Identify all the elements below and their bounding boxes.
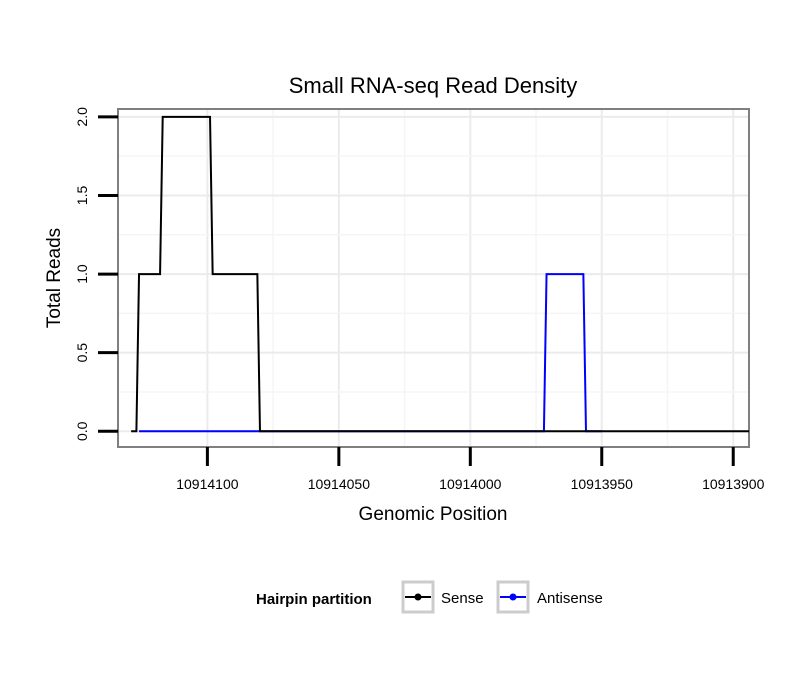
y-tick-label-4: 2.0 [74,107,90,127]
y-tick-label-3: 1.5 [74,186,90,206]
legend-key-dot-antisense [509,593,517,601]
x-tick-label-4: 10913900 [702,476,765,492]
x-tick-label-3: 10913950 [571,476,634,492]
legend: Hairpin partition Sense Antisense [256,580,603,614]
x-axis: 10914100 10914050 10914000 10913950 10913900 [176,447,765,492]
y-tick-label-1: 0.5 [74,343,90,363]
legend-label-sense: Sense [441,590,484,607]
y-axis: 0.0 0.5 1.0 1.5 2.0 [74,107,118,441]
legend-item-antisense: Antisense [496,580,603,614]
series-layer [131,115,749,433]
y-tick-label-2: 1.0 [74,264,90,284]
chart-title: Small RNA-seq Read Density [289,73,578,98]
legend-title: Hairpin partition [256,591,372,608]
plot-panel [117,108,750,448]
grid [119,110,748,446]
x-tick-label-1: 10914050 [308,476,371,492]
legend-item-sense: Sense [401,580,484,614]
x-axis-label: Genomic Position [359,504,508,525]
y-tick-label-0: 0.0 [74,421,90,441]
x-tick-label-0: 10914100 [176,476,239,492]
series-line-sense [131,115,749,433]
legend-key-dot-sense [414,593,422,601]
y-axis-label: Total Reads [44,228,65,328]
legend-label-antisense: Antisense [537,590,603,607]
x-tick-label-2: 10914000 [439,476,502,492]
